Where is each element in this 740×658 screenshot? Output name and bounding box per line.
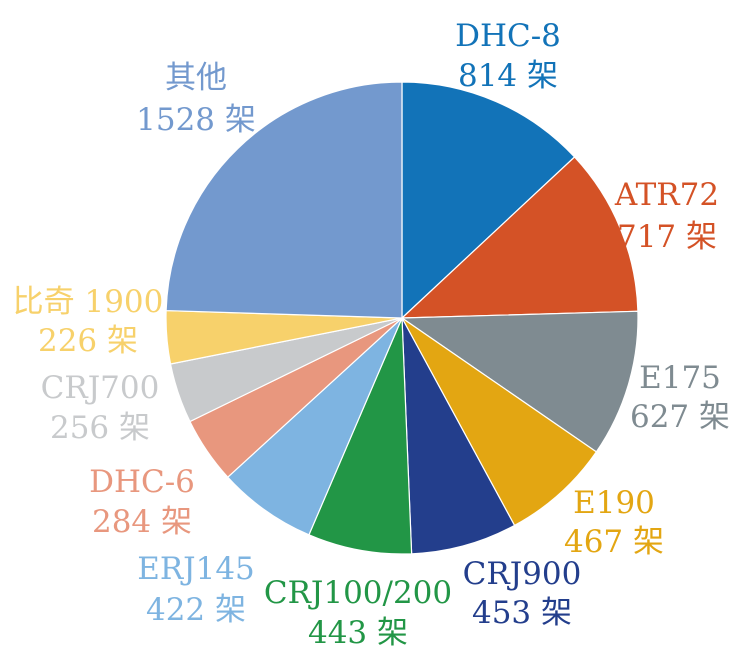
label-crj900-name: CRJ900 xyxy=(463,556,582,592)
pie-labels: DHC-8 814 架 ATR72 717 架 E175 627 架 E190 … xyxy=(13,18,730,651)
label-other-name: 其他 xyxy=(165,60,227,96)
label-crj900-value: 453 架 xyxy=(472,595,572,631)
label-beech1900-name: 比奇 1900 xyxy=(13,284,164,320)
label-atr72-value: 717 架 xyxy=(617,219,717,255)
label-crj100-200-name: CRJ100/200 xyxy=(264,575,452,611)
label-dhc8-value: 814 架 xyxy=(458,58,558,94)
label-erj145-value: 422 架 xyxy=(146,592,246,628)
label-dhc6-name: DHC-6 xyxy=(89,464,195,500)
label-crj700-value: 256 架 xyxy=(50,410,150,446)
label-beech1900-value: 226 架 xyxy=(38,323,138,359)
pie-slice-crj100-200 xyxy=(308,317,413,555)
pie-slice-其他 xyxy=(165,81,403,319)
label-other-value: 1528 架 xyxy=(136,102,256,138)
label-crj100-200-value: 443 架 xyxy=(308,615,408,651)
label-e175-name: E175 xyxy=(639,360,721,396)
label-atr72-name: ATR72 xyxy=(614,177,719,213)
label-dhc8-name: DHC-8 xyxy=(455,18,561,54)
label-crj700-name: CRJ700 xyxy=(41,370,160,406)
pie-slice-crj900 xyxy=(401,317,516,555)
label-dhc6-value: 284 架 xyxy=(92,504,192,540)
pie-slice-e190 xyxy=(401,317,598,527)
pie-slice-dhc-8 xyxy=(401,81,576,320)
pie-slice-e175 xyxy=(400,310,639,453)
label-erj145-name: ERJ145 xyxy=(137,551,255,587)
label-e175-value: 627 架 xyxy=(630,399,730,435)
label-e190-value: 467 架 xyxy=(564,524,664,560)
pie-slices xyxy=(165,81,639,555)
pie-slice-atr72 xyxy=(400,156,639,319)
label-e190-name: E190 xyxy=(573,485,655,521)
